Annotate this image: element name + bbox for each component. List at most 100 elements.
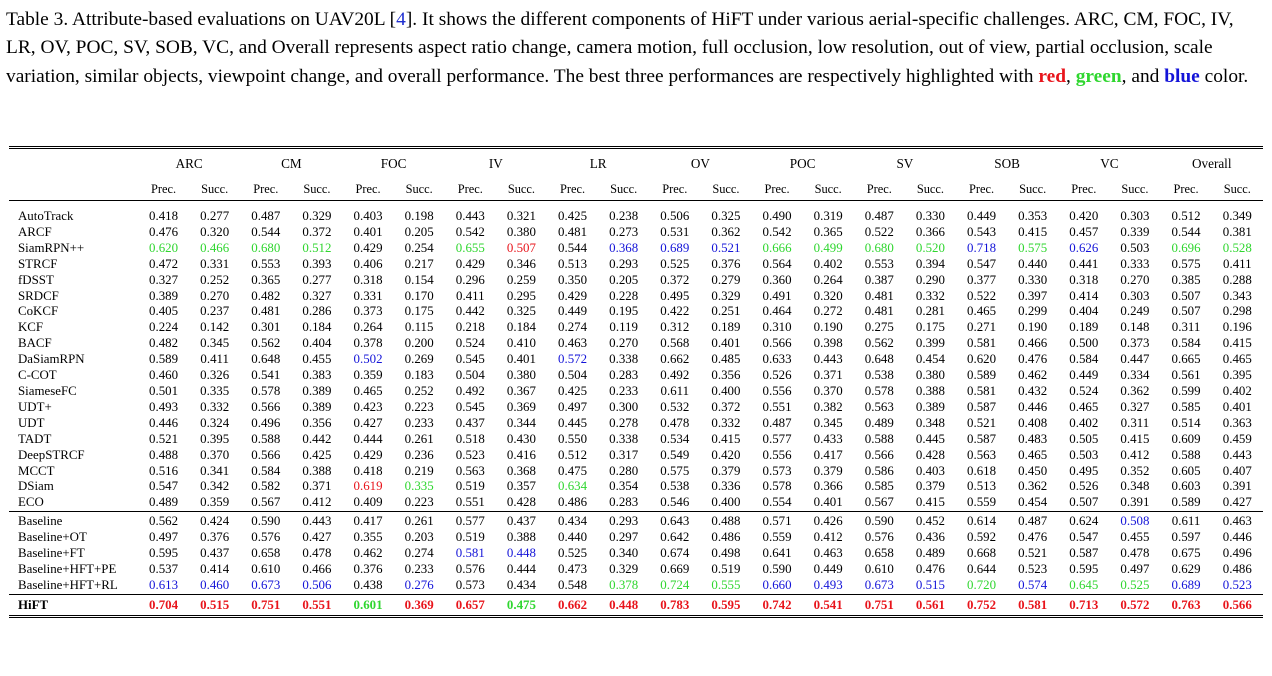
table-cell: 0.521 (1018, 546, 1048, 561)
table-cell: 0.274 (404, 546, 434, 561)
table-cell: 0.475 (495, 593, 547, 618)
table-cell: 0.532 (660, 399, 690, 414)
table-cell: 0.537 (149, 561, 179, 576)
table-cell: 0.379 (915, 479, 945, 494)
table-cell: 0.503 (1120, 240, 1150, 255)
table-cell: 0.362 (1120, 383, 1150, 398)
table-cell: 0.550 (558, 431, 588, 446)
table-cell: 0.526 (1069, 479, 1099, 494)
header-vc-succ: Succ. (1109, 178, 1161, 201)
table-cell: 0.405 (149, 304, 179, 319)
table-cell: 0.372 (660, 272, 690, 287)
table-cell: 0.369 (506, 399, 536, 414)
table-cell: 0.440 (1018, 256, 1048, 271)
table-cell: 0.433 (813, 431, 843, 446)
table-cell: 0.252 (404, 383, 434, 398)
table-cell: 0.344 (506, 415, 536, 430)
table-cell: 0.492 (660, 368, 690, 383)
table-cell: 0.332 (200, 399, 230, 414)
table-cell: 0.293 (598, 511, 650, 531)
table-cell: 0.349 (1222, 209, 1252, 223)
header-iv-prec: Prec. (444, 178, 496, 201)
table-cell: 0.424 (189, 511, 241, 531)
table-cell: 0.233 (404, 561, 434, 576)
table-cell: 0.443 (813, 352, 843, 367)
table-cell: 0.238 (609, 209, 639, 223)
table-cell: 0.542 (455, 224, 485, 239)
table-cell: 0.427 (302, 530, 332, 545)
table-cell: 0.487 (864, 209, 894, 223)
header-poc-prec: Prec. (751, 178, 803, 201)
table-cell: 0.329 (711, 288, 741, 303)
table-cell: 0.519 (455, 530, 485, 545)
table-cell: 0.348 (915, 415, 945, 430)
table-cell: 0.233 (609, 383, 639, 398)
header-foc-succ: Succ. (393, 178, 445, 201)
table-cell: 0.573 (762, 463, 792, 478)
table-cell: 0.581 (967, 383, 997, 398)
table-cell: 0.437 (495, 511, 547, 531)
table-row: UDT 0.446 0.324 0.496 0.356 0.427 0.233 0.437 0.… (9, 416, 1263, 432)
table-cell: 0.561 (1171, 368, 1201, 383)
table-cell: 0.342 (200, 479, 230, 494)
caption-blue-word: blue (1164, 65, 1200, 87)
table-cell: 0.481 (251, 304, 281, 319)
table-cell: 0.119 (609, 320, 638, 335)
table-cell: 0.332 (711, 415, 741, 430)
table-cell: 0.254 (404, 240, 434, 255)
table-cell: 0.343 (1222, 288, 1252, 303)
table-cell: 0.488 (700, 511, 752, 531)
table-cell: 0.496 (251, 415, 281, 430)
table-cell: 0.490 (762, 209, 792, 223)
table-body: AutoTrack 0.418 0.277 0.487 0.329 0.403 0.198 0… (9, 201, 1263, 618)
table-cell: 0.189 (1069, 320, 1099, 335)
table-cell: 0.249 (1120, 304, 1150, 319)
table-cell: 0.217 (404, 256, 434, 271)
table-cell: 0.577 (762, 431, 792, 446)
table-cell: 0.582 (251, 479, 281, 494)
table-cell: 0.724 (660, 577, 690, 592)
table-cell: 0.367 (506, 383, 536, 398)
table-cell: 0.376 (200, 530, 230, 545)
table-cell: 0.383 (302, 368, 332, 383)
row-method-name: Baseline+HFT+RL (18, 577, 118, 592)
table-cell: 0.273 (609, 224, 639, 239)
table-cell: 0.566 (251, 447, 281, 462)
table-cell: 0.373 (353, 304, 383, 319)
table-row: DeepSTRCF 0.488 0.370 0.566 0.425 0.429 0.236 0… (9, 448, 1263, 464)
table-cell: 0.300 (609, 399, 639, 414)
table-cell: 0.563 (967, 447, 997, 462)
table-cell: 0.298 (1222, 304, 1252, 319)
table-cell: 0.317 (609, 447, 639, 462)
citation-link[interactable]: 4 (396, 9, 406, 30)
table-cell: 0.466 (302, 561, 332, 576)
table-cell: 0.449 (1069, 368, 1099, 383)
table-cell: 0.476 (1018, 352, 1048, 367)
table-cell: 0.318 (353, 272, 383, 287)
header-group-row: ARC CM FOC IV LR OV POC SV SOB VC Overall (9, 146, 1263, 178)
table-cell: 0.542 (762, 224, 792, 239)
header-sv-prec: Prec. (853, 178, 905, 201)
header-group-arc: ARC (138, 146, 241, 178)
table-cell: 0.205 (609, 272, 639, 287)
table-cell: 0.584 (1171, 336, 1201, 351)
table-cell: 0.545 (455, 399, 485, 414)
table-cell: 0.346 (506, 256, 536, 271)
table-cell: 0.326 (200, 368, 230, 383)
header-group-vc: VC (1058, 146, 1161, 178)
table-cell: 0.387 (864, 272, 894, 287)
table-cell: 0.398 (813, 336, 843, 351)
table-cell: 0.397 (1018, 288, 1048, 303)
table-cell: 0.423 (353, 399, 383, 414)
table-cell: 0.555 (711, 577, 741, 592)
table-cell: 0.369 (393, 593, 445, 618)
table-cell: 0.720 (967, 577, 997, 592)
table-cell: 0.327 (302, 288, 332, 303)
table-cell: 0.585 (1171, 399, 1201, 414)
table-cell: 0.578 (864, 383, 894, 398)
table-cell: 0.360 (762, 272, 792, 287)
table-cell: 0.184 (302, 320, 332, 335)
table-cell: 0.415 (711, 431, 741, 446)
table-cell: 0.496 (1222, 546, 1252, 561)
table-cell: 0.353 (1018, 209, 1048, 223)
